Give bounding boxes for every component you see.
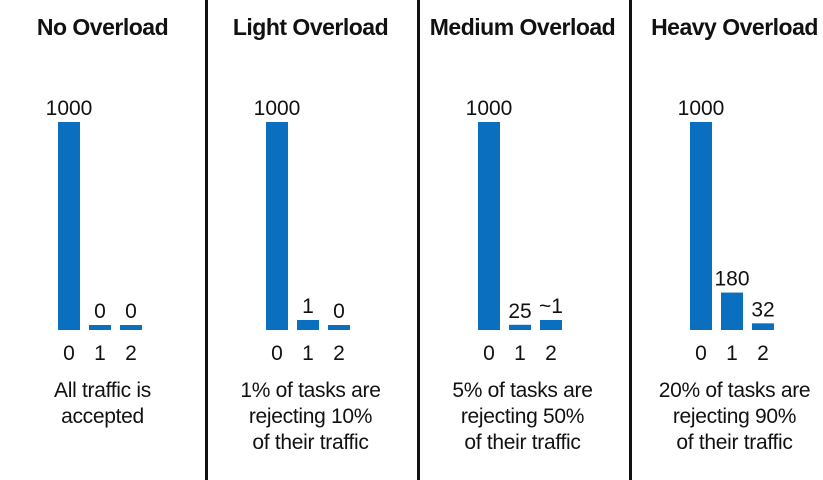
bar: [752, 323, 774, 330]
x-tick-label: 0: [271, 342, 283, 365]
x-tick-label: 2: [545, 342, 557, 365]
bar: [478, 122, 500, 330]
bar: [120, 325, 142, 330]
bar-value-label: 1000: [678, 97, 725, 120]
bar: [297, 320, 319, 330]
chart-panel: Medium Overload 1000 0 25 1 ~1 2 5% of tasks ar…: [420, 0, 625, 480]
x-tick-label: 1: [302, 342, 314, 365]
bar-value-label: ~1: [539, 295, 563, 318]
x-tick-label: 0: [483, 342, 495, 365]
panel-title: Medium Overload: [429, 14, 616, 40]
bar: [509, 324, 531, 330]
caption-line: accepted: [61, 405, 144, 428]
x-tick-label: 2: [333, 342, 345, 365]
caption-line: 5% of tasks are: [452, 379, 593, 402]
bar-value-label: 180: [714, 268, 749, 291]
x-tick-label: 0: [695, 342, 707, 365]
bar-value-label: 1000: [254, 97, 301, 120]
bar-value-label: 1000: [46, 97, 93, 120]
panel-divider: [629, 0, 632, 480]
panel-title: Heavy Overload: [651, 14, 818, 40]
bar-value-label: 32: [751, 298, 774, 321]
bar-plot: 1000 0 180 1 32 2: [678, 97, 775, 365]
bar-value-label: 1: [302, 295, 314, 318]
x-tick-label: 0: [63, 342, 75, 365]
bar: [58, 122, 80, 330]
bar: [89, 325, 111, 330]
panel-caption: 1% of tasks are rejecting 10% of their tra…: [208, 378, 413, 456]
caption-line: of their traffic: [464, 431, 581, 454]
x-tick-label: 2: [757, 342, 769, 365]
panel-divider: [417, 0, 420, 480]
bar-value-label: 1000: [466, 97, 513, 120]
bar: [266, 122, 288, 330]
bar-value-label: 0: [94, 300, 106, 323]
caption-line: of their traffic: [252, 431, 369, 454]
chart-panel: No Overload 1000 0 0 1 0 2 All traffic is accept…: [0, 0, 205, 480]
x-tick-label: 1: [726, 342, 738, 365]
caption-line: 1% of tasks are: [240, 379, 381, 402]
bar-value-label: 0: [333, 300, 345, 323]
caption-line: rejecting 10%: [248, 405, 373, 428]
bar: [690, 122, 712, 330]
x-tick-label: 2: [125, 342, 137, 365]
panel-caption: 20% of tasks are rejecting 90% of their tr…: [632, 378, 823, 456]
bar-value-label: 0: [125, 300, 137, 323]
chart-panel: Heavy Overload 1000 0 180 1 32 2 20% of tasks a…: [632, 0, 823, 480]
panel-title: Light Overload: [232, 14, 389, 40]
caption-line: 20% of tasks are: [658, 379, 811, 402]
panel-divider: [205, 0, 208, 480]
panel-caption: All traffic is accepted: [0, 378, 205, 430]
x-tick-label: 1: [94, 342, 106, 365]
panel-title: No Overload: [36, 14, 169, 40]
bar: [328, 325, 350, 330]
chart-panel: Light Overload 1000 0 1 1 0 2 1% of tasks are re…: [208, 0, 413, 480]
caption-line: rejecting 50%: [460, 405, 585, 428]
caption-line: of their traffic: [676, 431, 793, 454]
bar: [540, 320, 562, 330]
bar-plot: 1000 0 25 1 ~1 2: [466, 97, 563, 365]
bar: [721, 292, 743, 330]
caption-line: rejecting 90%: [672, 405, 797, 428]
panel-caption: 5% of tasks are rejecting 50% of their tra…: [420, 378, 625, 456]
caption-line: All traffic is: [54, 379, 151, 402]
x-tick-label: 1: [514, 342, 526, 365]
bar-value-label: 25: [508, 300, 531, 323]
